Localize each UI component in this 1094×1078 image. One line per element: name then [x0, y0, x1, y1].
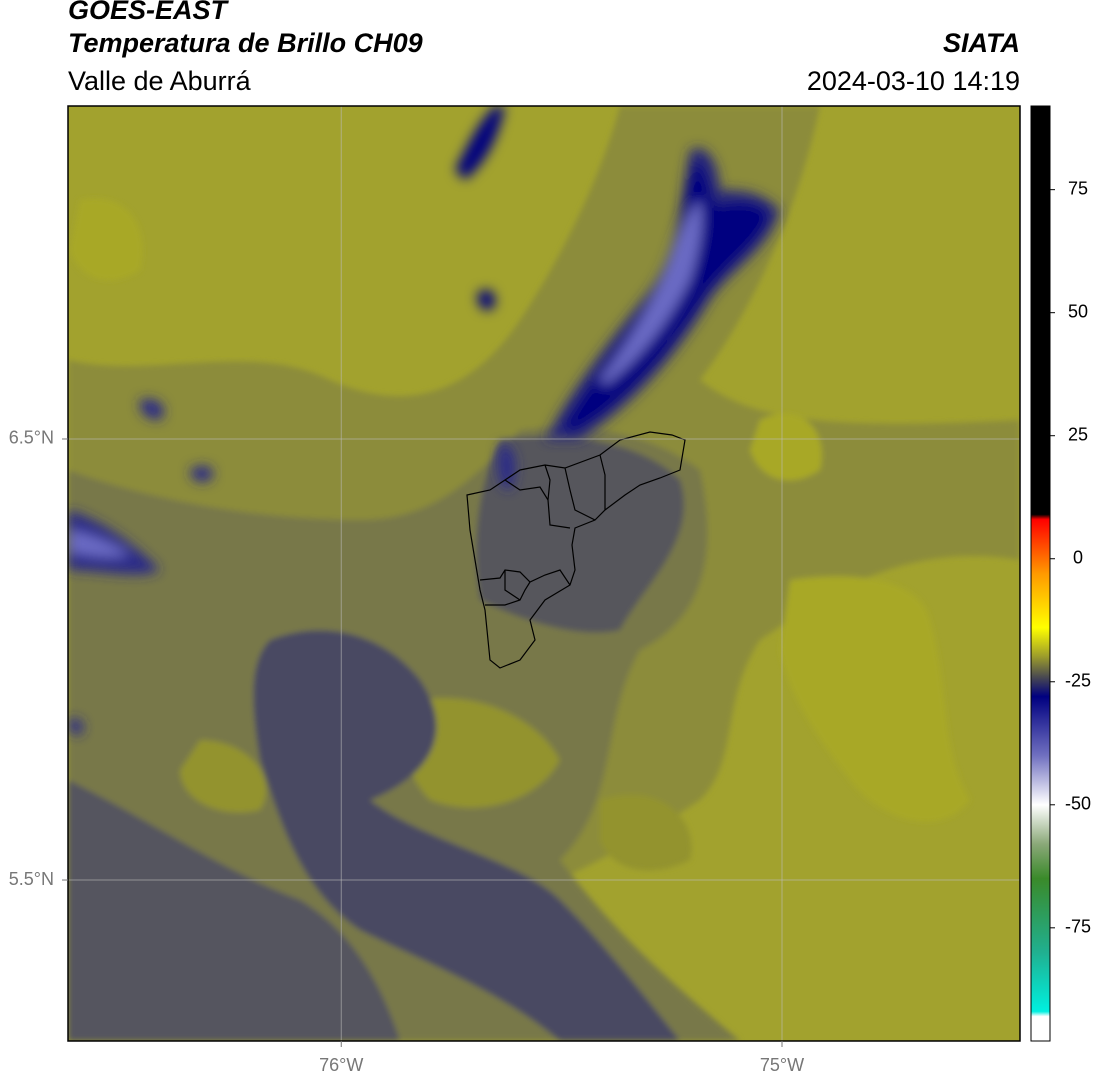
- valle-aburra-boundary: [466, 431, 686, 669]
- colorbar-tick-label: -25: [1065, 671, 1091, 691]
- title: GOES-EAST: [68, 0, 230, 25]
- imagery: [68, 106, 1020, 1041]
- colorbar: [1031, 106, 1050, 1041]
- colorbar-tick-label: 25: [1068, 424, 1088, 444]
- lon-label: 76°W: [319, 1055, 363, 1075]
- map-frame: [67, 105, 1021, 1042]
- subtitle: Temperatura de Brillo CH09: [68, 28, 423, 58]
- colorbar-frame: [1030, 105, 1051, 1042]
- colorbar-tick-label: 75: [1068, 178, 1088, 198]
- source: SIATA: [943, 28, 1020, 58]
- colorbar-tick-label: 50: [1068, 301, 1088, 321]
- datetime: 2024-03-10 14:19: [807, 66, 1020, 96]
- colorbar-tick-label: -50: [1065, 794, 1091, 814]
- colorbar-tick-label: 0: [1073, 547, 1083, 567]
- graticule: [68, 106, 1020, 1041]
- cold-clouds: [68, 106, 780, 735]
- lon-label: 75°W: [760, 1055, 804, 1075]
- colorbar-tick-label: -75: [1065, 917, 1091, 937]
- lat-label: 5.5°N: [9, 869, 54, 889]
- region: Valle de Aburrá: [68, 66, 252, 96]
- lat-label: 6.5°N: [9, 428, 54, 448]
